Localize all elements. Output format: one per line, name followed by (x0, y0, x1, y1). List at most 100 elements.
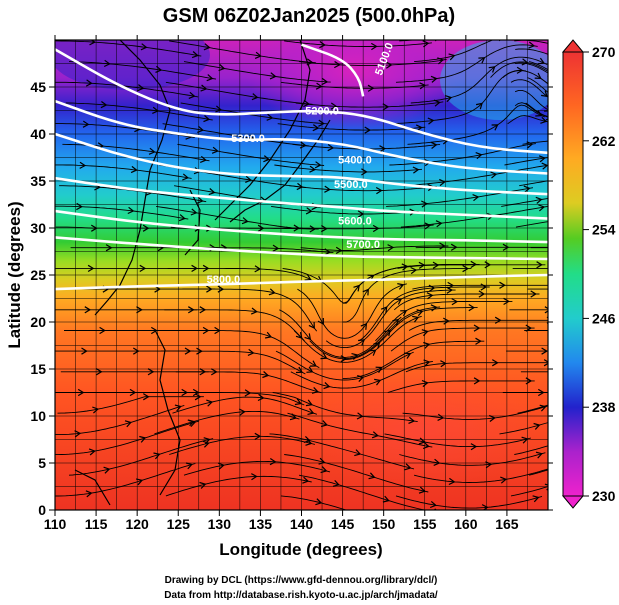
streamline-arrow (309, 225, 317, 233)
streamline-arrow (332, 479, 340, 487)
streamline-arrow (217, 285, 225, 293)
streamline-arrow (196, 196, 204, 204)
streamline-arrow (549, 41, 555, 47)
streamline (55, 420, 199, 456)
streamline-arrow (558, 116, 563, 122)
streamline-arrow (537, 57, 545, 65)
streamline-arrow (148, 147, 156, 155)
streamline-arrow (540, 116, 548, 124)
streamline (275, 350, 414, 381)
streamline-arrow (139, 435, 147, 443)
streamline (183, 460, 331, 476)
streamline (175, 371, 322, 394)
streamline-arrow (214, 326, 221, 335)
streamline (404, 164, 548, 187)
streamline-arrow (155, 65, 163, 73)
streamline-arrow (262, 371, 270, 379)
streamline-arrow (142, 393, 150, 401)
streamline-arrow (380, 306, 388, 314)
x-tick-label: 110 (44, 516, 67, 532)
streamline (499, 422, 548, 435)
streamline-arrow (187, 419, 195, 427)
streamline-arrow (473, 324, 481, 332)
streamline-arrow (544, 105, 548, 112)
streamline-arrow (382, 103, 390, 111)
streamline-arrow (311, 386, 319, 394)
streamline-arrow (523, 185, 531, 193)
streamline-arrow (470, 443, 478, 451)
streamline-arrow (490, 171, 498, 179)
streamline (358, 286, 490, 342)
streamline-arrow (105, 244, 113, 252)
streamline-arrow (430, 75, 438, 83)
streamline-arrow (488, 66, 496, 73)
streamline-arrow (197, 125, 205, 133)
streamline-arrow (538, 204, 546, 212)
streamline-arrow (199, 155, 207, 163)
streamline-arrow (541, 347, 548, 355)
streamline (165, 81, 313, 105)
streamline-arrow (437, 413, 445, 421)
streamline-arrow (139, 264, 147, 273)
streamline-arrow (423, 341, 431, 349)
streamline (285, 224, 434, 230)
streamline (522, 140, 548, 145)
streamline-arrow (269, 457, 277, 466)
streamline-arrow (521, 436, 529, 444)
streamline-arrow (103, 59, 111, 68)
x-tick-label: 125 (167, 516, 191, 532)
streamline-arrow (535, 196, 543, 204)
streamline-arrow (254, 432, 262, 441)
streamline-arrow (210, 368, 218, 376)
streamline (414, 40, 494, 63)
streamline-arrow (272, 244, 280, 252)
streamline (284, 454, 429, 493)
contour-line (55, 48, 548, 155)
streamline (395, 44, 538, 83)
streamline-arrow (422, 442, 430, 450)
streamline-arrow (472, 194, 480, 202)
streamline-arrow (551, 465, 557, 471)
streamline-arrow (77, 388, 85, 397)
streamline (514, 102, 548, 118)
streamline-arrow (500, 476, 508, 484)
streamline-arrow (374, 378, 382, 386)
streamline (154, 410, 300, 435)
streamline-arrow (320, 466, 328, 474)
streamline-arrow (200, 84, 208, 92)
streamline-arrow (421, 329, 429, 337)
streamline (287, 412, 433, 448)
coastline-sakhalin-japan (214, 40, 311, 221)
streamline-arrow (182, 173, 190, 181)
streamline-arrow (427, 117, 435, 125)
x-tick-label: 150 (372, 516, 396, 532)
warm-region (300, 370, 540, 490)
streamline (515, 48, 548, 55)
streamline-arrow (199, 481, 207, 489)
streamline-arrow (549, 32, 555, 38)
streamline-arrow (368, 472, 376, 480)
streamline-arrow (450, 243, 458, 251)
streamline-arrow (266, 113, 274, 121)
streamline-arrow (421, 379, 429, 388)
streamline-arrow (354, 449, 362, 457)
streamline-arrow (92, 406, 100, 414)
streamline-arrow (418, 261, 426, 269)
streamline (55, 164, 192, 179)
colorbar-min-arrow (561, 495, 585, 509)
streamline-arrow (196, 347, 203, 355)
streamline (507, 115, 548, 125)
streamline-arrow (554, 177, 560, 183)
streamline-arrow (502, 243, 510, 251)
streamline-arrow (199, 306, 207, 314)
streamline (277, 123, 426, 131)
streamline-arrow (306, 58, 314, 66)
streamline-arrow (547, 442, 548, 444)
streamline-arrow (303, 99, 311, 108)
streamline-arrow (543, 359, 548, 367)
streamline-arrow (192, 388, 200, 397)
streamline (390, 327, 535, 352)
streamline (399, 452, 546, 466)
streamline-arrow (250, 307, 258, 315)
colorbar-max-arrow (561, 39, 585, 53)
